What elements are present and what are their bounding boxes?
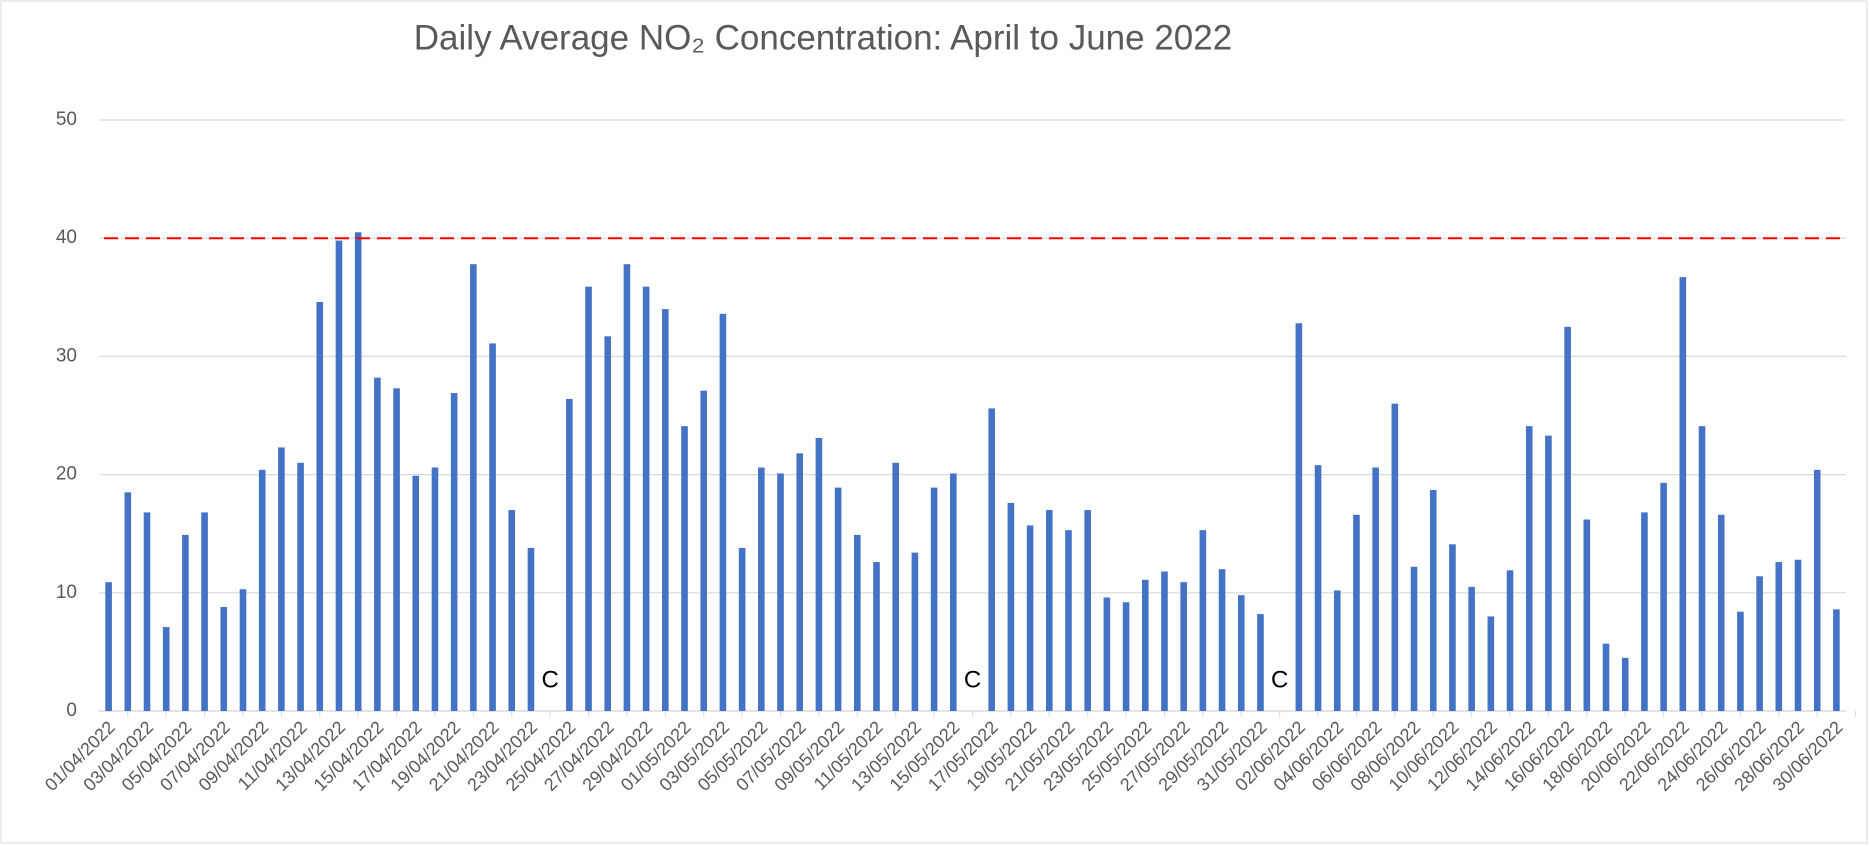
bar (508, 510, 516, 711)
bar (988, 408, 995, 711)
bar (527, 547, 535, 711)
bar (1602, 643, 1610, 711)
bar (278, 447, 285, 711)
bar (719, 313, 727, 711)
bar (470, 264, 477, 711)
bar (1295, 323, 1303, 711)
bar (1756, 576, 1763, 711)
bar (143, 512, 151, 711)
y-tick-label: 50 (56, 109, 77, 130)
y-tick-label: 20 (56, 464, 77, 485)
bar (450, 393, 458, 711)
bar (815, 437, 823, 711)
bar (1122, 602, 1130, 711)
bar (1391, 403, 1399, 711)
bar (1679, 277, 1687, 711)
value-label: C (1271, 666, 1288, 693)
bar (1429, 489, 1437, 711)
bar (1314, 465, 1322, 711)
bar (1487, 616, 1495, 711)
bar (412, 475, 420, 711)
value-label: C (964, 666, 981, 693)
bar (1737, 611, 1744, 711)
bar (1045, 510, 1053, 711)
bar (1468, 586, 1475, 711)
bar (393, 388, 400, 711)
chart-title: Daily Average NO₂ Concentration: April t… (414, 18, 1232, 57)
bar (1180, 582, 1187, 711)
bar (700, 390, 708, 711)
bar (1161, 571, 1168, 711)
bar (1257, 614, 1264, 711)
bar (354, 232, 362, 712)
bar (566, 398, 573, 711)
bar (489, 343, 496, 711)
bar (1065, 530, 1072, 711)
bar (1141, 579, 1149, 711)
bar (854, 534, 861, 711)
bar (1775, 562, 1783, 711)
bar (220, 606, 228, 711)
bar (1717, 514, 1725, 711)
bar (1545, 435, 1552, 711)
bar (950, 473, 957, 711)
bar (1698, 426, 1706, 711)
bar (1641, 512, 1648, 711)
bar (1813, 469, 1821, 711)
bar (623, 264, 631, 711)
bar (182, 534, 189, 711)
bar (1103, 597, 1111, 711)
y-tick-label: 40 (56, 227, 77, 248)
value-label: C (541, 666, 558, 693)
bar (930, 487, 938, 711)
bar (1794, 559, 1802, 711)
bar (738, 547, 746, 711)
bar (316, 302, 324, 711)
bar (604, 336, 612, 711)
bar (1410, 566, 1418, 711)
bar (335, 240, 343, 711)
y-tick-label: 30 (56, 345, 77, 366)
bar (162, 627, 170, 711)
bar (124, 492, 132, 711)
y-tick-label: 0 (66, 700, 77, 721)
bar (1353, 514, 1360, 711)
bar (1660, 482, 1667, 711)
bar (662, 309, 669, 711)
bar (1564, 326, 1571, 711)
bar (892, 462, 900, 711)
bar (105, 582, 112, 711)
bar (431, 467, 439, 711)
bar (1007, 502, 1015, 711)
bar (374, 377, 381, 711)
bar (1525, 426, 1533, 711)
bar (1833, 609, 1840, 711)
bar (681, 426, 688, 711)
bar (1621, 657, 1629, 711)
bar (1199, 530, 1207, 711)
bar (1084, 510, 1091, 711)
bar (201, 512, 208, 711)
bar (777, 473, 784, 711)
bar (1218, 569, 1226, 711)
bar (1372, 467, 1379, 711)
bar (796, 453, 804, 711)
bar (258, 469, 266, 711)
bar (1583, 519, 1591, 711)
bar (834, 487, 842, 711)
bar (585, 286, 592, 711)
bar (642, 286, 650, 711)
y-tick-label: 10 (56, 582, 77, 603)
bar (1333, 590, 1341, 711)
bar (297, 462, 304, 711)
bar (1026, 525, 1034, 711)
bar (873, 562, 880, 711)
bar (1449, 544, 1456, 711)
bar (758, 467, 765, 711)
bar (1237, 595, 1245, 711)
bar (1506, 570, 1514, 711)
bar (911, 552, 919, 711)
bar (239, 589, 247, 711)
